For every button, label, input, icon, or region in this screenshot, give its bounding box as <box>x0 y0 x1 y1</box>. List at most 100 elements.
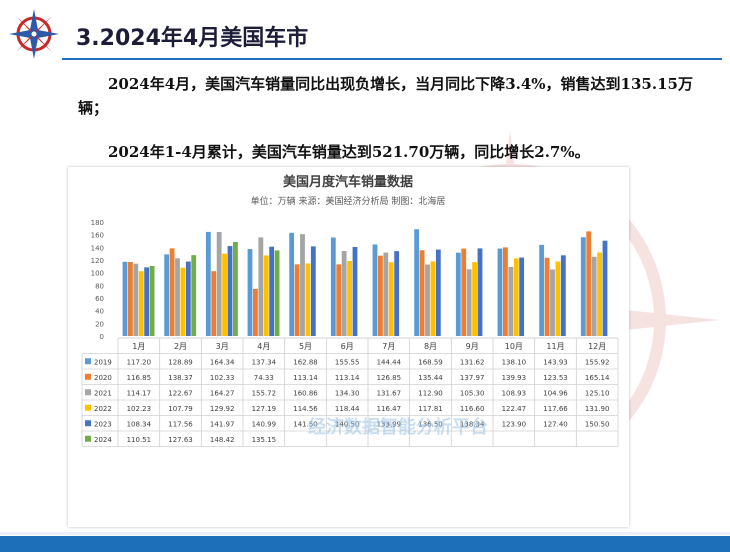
legend-label-2024: 2024 <box>94 436 112 444</box>
table-cell-2022-1: 102.23 <box>127 405 152 413</box>
legend-swatch-2019 <box>85 358 91 365</box>
table-cell-2023-10: 123.90 <box>502 420 527 428</box>
table-cell-2020-1: 116.85 <box>127 374 152 382</box>
bar-2020-4 <box>253 288 258 336</box>
table-cell-2019-6: 155.55 <box>335 358 360 366</box>
bar-2021-2 <box>175 258 180 336</box>
y-tick-label: 20 <box>95 320 104 328</box>
x-tick-label: 3月 <box>216 342 229 351</box>
x-tick-label: 4月 <box>257 342 270 351</box>
table-cell-2021-7: 131.67 <box>377 389 402 397</box>
sales-bar-chart: 美国月度汽车销量数据 单位：万辆 来源：美国经济分析局 制图：北海居 0 20 40… <box>81 174 619 447</box>
table-cell-2023-6: 140.50 <box>335 420 360 428</box>
y-tick-label: 140 <box>91 244 104 252</box>
y-tick-label: 80 <box>95 282 104 290</box>
bar-2022-6 <box>347 260 352 336</box>
table-cell-2020-6: 113.14 <box>335 374 360 382</box>
table-cell-2023-11: 127.40 <box>543 420 568 428</box>
table-cell-2022-10: 122.47 <box>502 405 527 413</box>
table-cell-2022-2: 107.79 <box>168 405 193 413</box>
table-cell-2021-5: 160.86 <box>293 389 318 397</box>
table-cell-2022-8: 117.81 <box>418 405 443 413</box>
bar-2024-4 <box>274 250 280 336</box>
legend-label-2022: 2022 <box>94 405 112 413</box>
bar-2023-12 <box>602 240 608 336</box>
table-cell-2021-8: 112.90 <box>418 389 443 397</box>
table-cell-2024-1: 110.51 <box>127 436 152 444</box>
bar-2021-9 <box>466 269 472 336</box>
table-cell-2020-7: 126.85 <box>377 374 402 382</box>
y-tick-label: 0 <box>100 333 104 341</box>
bar-2021-8 <box>425 264 430 336</box>
bar-2020-10 <box>503 247 508 336</box>
chart-panel: 美国月度汽车销量数据 单位：万辆 来源：美国经济分析局 制图：北海居 0 20 40… <box>68 167 629 527</box>
bar-2022-4 <box>263 255 269 336</box>
bar-2019-12 <box>580 237 586 336</box>
bar-2024-3 <box>233 242 238 336</box>
bar-2021-1 <box>133 263 139 336</box>
table-cell-2022-4: 127.19 <box>252 405 276 413</box>
compass-logo-icon <box>9 9 59 59</box>
bar-2023-11 <box>560 255 566 336</box>
bar-2019-2 <box>164 254 170 336</box>
y-tick-label: 120 <box>91 257 104 265</box>
table-cell-2019-7: 144.44 <box>377 358 402 366</box>
bar-2022-12 <box>597 252 602 336</box>
bar-2023-5 <box>310 246 316 336</box>
legend-label-2023: 2023 <box>94 420 112 428</box>
table-cell-2023-7: 133.99 <box>377 420 402 428</box>
y-tick-label: 60 <box>95 295 104 303</box>
table-cell-2019-8: 168.59 <box>418 358 443 366</box>
bar-2023-6 <box>352 247 358 336</box>
table-cell-2019-11: 143.93 <box>543 358 568 366</box>
bar-2019-10 <box>497 248 503 336</box>
bar-2019-1 <box>122 261 128 336</box>
table-cell-2022-11: 117.66 <box>543 405 568 413</box>
table-cell-2019-3: 164.34 <box>210 358 235 366</box>
summary-paragraph-ytd: 2024年1-4月累计，美国汽车销量达到521.70万辆，同比增长2.7%。 <box>108 143 590 161</box>
table-cell-2020-12: 165.14 <box>585 374 610 382</box>
footer-highlight <box>0 532 730 535</box>
legend-swatch-2023 <box>85 420 91 427</box>
x-tick-label: 10月 <box>505 342 523 351</box>
bar-2020-3 <box>211 271 217 336</box>
x-tick-label: 5月 <box>299 342 312 351</box>
table-cell-2019-12: 155.92 <box>585 358 610 366</box>
table-cell-2020-10: 139.93 <box>502 374 527 382</box>
table-cell-2024-4: 135.15 <box>252 436 276 444</box>
legend-swatch-2021 <box>85 389 91 396</box>
x-tick-label: 12月 <box>588 342 606 351</box>
x-tick-label: 1月 <box>132 342 145 351</box>
slide-title: 3.2024年4月美国车市 <box>76 26 309 51</box>
table-cell-2022-5: 114.56 <box>293 405 318 413</box>
data-table: 1月 2月 3月 4月 5月 6月 7月 8月 9月 10月 11月 12月 2019 117.20 128… <box>81 337 619 447</box>
table-cell-2019-1: 117.20 <box>127 358 152 366</box>
bar-2022-8 <box>430 261 436 336</box>
bar-2020-7 <box>378 255 383 336</box>
legend-label-2021: 2021 <box>94 389 112 397</box>
bar-2023-8 <box>435 249 441 336</box>
table-cell-2021-2: 122.67 <box>168 389 193 397</box>
bars-group <box>122 229 608 336</box>
bar-2021-7 <box>383 252 389 336</box>
bar-2022-9 <box>472 262 477 336</box>
legend-swatch-2022 <box>85 404 91 411</box>
bar-2023-1 <box>144 267 150 336</box>
table-cell-2021-3: 164.27 <box>210 389 235 397</box>
x-tick-label: 6月 <box>341 342 354 351</box>
watermark-text: 经济数据智能分析平台 <box>308 416 488 438</box>
bar-2023-7 <box>394 251 400 336</box>
bar-2021-10 <box>508 267 514 336</box>
table-cell-2021-4: 155.72 <box>252 389 276 397</box>
bar-2021-4 <box>258 237 264 336</box>
bar-2020-12 <box>586 231 592 336</box>
table-cell-2021-9: 105.30 <box>460 389 485 397</box>
table-cell-2023-9: 138.34 <box>460 420 485 428</box>
bar-2019-11 <box>539 244 545 336</box>
chart-subtitle: 单位：万辆 来源：美国经济分析局 制图：北海居 <box>251 195 446 207</box>
bar-2020-11 <box>544 257 550 336</box>
bar-2021-5 <box>300 234 305 336</box>
table-cell-2020-9: 137.97 <box>460 374 485 382</box>
x-tick-label: 8月 <box>424 342 437 351</box>
bar-2020-6 <box>336 264 342 336</box>
